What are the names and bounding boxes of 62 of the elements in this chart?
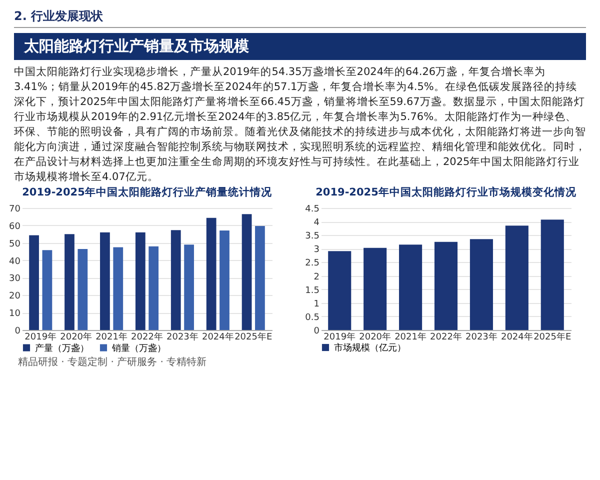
bar	[135, 232, 146, 330]
text: 中国太阳能路灯行业实现稳步增长，产量从2019年的54.35万盏增长至2024年的64.26万盏，年复合增长率为3.41%；销量从2019年的45.82万盏增长至2024年的57.1万盏，年复合增长率为4.5%。在绿色低碳发展路径的持续深化下，预计2025年中国太阳能路灯产量将增长至66.45万盏，销量将增长至59.67万盏。数据显示，中国太阳能路灯行业市场规模从2019年的2.91亿元增长至2024年的3.85亿元，年复合增长率为5.76%。太阳能路灯作为一种绿色、环保、节能的照明设备，具有广阔的市场前景。随着光伏及储能技术的持续进步与成本优化，太阳能路灯将进一步向智能化方向演进，通过深度融合智能控制系统与物联网技术，实现照明系统的远程监控、精细化管理和能效优化。同时，在产品设计与材料选择上也更加注重全生命周期的环境友好性与可持续性。在此基础上，2025年中国太阳能路灯行业市场规模将增长至4.07亿元。	[14, 65, 586, 185]
bar	[170, 230, 181, 330]
x-tick-label: 2022年	[430, 332, 462, 342]
x-tick-label: 2020年	[60, 332, 92, 342]
chart-title: 2019-2025年中国太阳能路灯行业市场规模变化情况	[316, 186, 578, 198]
bar	[328, 251, 352, 330]
bar	[206, 218, 216, 330]
text: 太阳能路灯行业产销量及市场规模	[14, 33, 586, 60]
bar	[540, 220, 564, 330]
bar	[242, 214, 252, 330]
x-tick-label: 2023年	[466, 332, 498, 342]
bar	[470, 239, 493, 330]
x-tick-label: 2024年	[500, 332, 533, 342]
bar	[184, 244, 194, 330]
bar	[434, 242, 458, 330]
bar	[148, 246, 159, 330]
bar	[42, 250, 52, 330]
x-tick-label: 2025年E	[234, 332, 272, 342]
x-tick-label: 2021年	[96, 332, 128, 342]
bar	[399, 244, 422, 330]
bar	[64, 234, 74, 330]
y-tick-label: 4	[314, 218, 320, 228]
y-tick-label: 2	[314, 272, 320, 282]
legend-label: 市场规模（亿元）	[334, 342, 406, 354]
bar	[220, 230, 230, 330]
x-tick-label: 2019年	[324, 332, 356, 342]
y-tick-label: 3	[314, 245, 320, 256]
legend-label: 销量（万盏）	[111, 342, 166, 354]
bar	[29, 235, 39, 330]
y-tick-label: 10	[9, 309, 21, 320]
x-tick-label: 2022年	[131, 332, 163, 342]
x-tick-label: 2020年	[359, 332, 392, 342]
bar	[113, 247, 124, 330]
x-tick-label: 2023年	[166, 332, 198, 342]
bar	[255, 226, 265, 330]
y-tick-label: 40	[9, 256, 21, 267]
y-tick-label: 60	[9, 222, 21, 232]
x-tick-label: 2025年E	[534, 332, 572, 342]
y-tick-label: 20	[9, 292, 21, 302]
y-tick-label: 30	[9, 274, 21, 284]
y-tick-label: 0	[14, 326, 21, 336]
legend-label: 产量（万盏）	[35, 342, 89, 354]
bar	[505, 226, 528, 330]
y-tick-label: 1	[314, 299, 320, 310]
x-tick-label: 2021年	[394, 332, 426, 342]
x-tick-label: 2024年	[202, 332, 234, 342]
y-tick-label: 70	[9, 204, 21, 214]
y-tick-label: 1.5	[305, 286, 320, 296]
y-tick-label: 0	[314, 326, 320, 336]
y-tick-label: 2.5	[305, 258, 320, 269]
chart-title: 2019-2025年中国太阳能路灯行业产销量统计情况	[22, 186, 273, 198]
text: 精品研报 · 专题定制 · 产研服务 · 专精特新	[17, 356, 208, 369]
y-tick-label: 0.5	[305, 312, 320, 323]
y-tick-label: 50	[9, 239, 21, 250]
x-tick-label: 2019年	[24, 332, 57, 342]
bar	[364, 248, 387, 330]
y-tick-label: 3.5	[305, 232, 320, 242]
bar	[100, 232, 110, 330]
text: 2. 行业发展现状	[14, 8, 586, 28]
y-tick-label: 4.5	[305, 204, 320, 214]
bar	[78, 248, 88, 330]
